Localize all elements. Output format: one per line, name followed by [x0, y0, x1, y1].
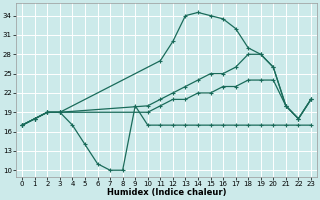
- X-axis label: Humidex (Indice chaleur): Humidex (Indice chaleur): [107, 188, 226, 197]
